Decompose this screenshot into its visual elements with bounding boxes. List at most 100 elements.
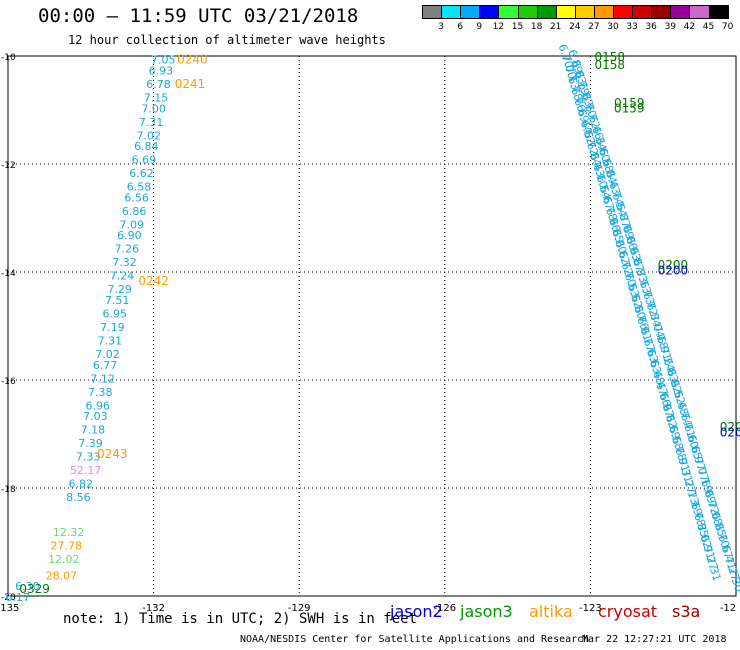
- data-label: 7.29: [107, 283, 132, 296]
- color-swatch: [593, 5, 614, 19]
- data-label: 6.77: [93, 359, 118, 372]
- x-tick-label: -123: [579, 603, 602, 614]
- data-label: 6.82: [69, 478, 94, 491]
- color-scale-label: 3: [438, 22, 444, 32]
- data-label: 7.12: [90, 372, 115, 385]
- color-swatch: [613, 5, 634, 19]
- time-label: 0241: [175, 77, 206, 91]
- color-scale-label: 36: [645, 22, 657, 32]
- y-tick-label: -12: [1, 161, 16, 171]
- color-swatch: [574, 5, 595, 19]
- time-label: 0200: [658, 258, 689, 272]
- data-label: 6.95: [103, 308, 128, 321]
- data-label: 52.17: [70, 464, 102, 477]
- color-scale-label: 21: [549, 22, 562, 32]
- satellite-legend-altika: altika: [529, 602, 573, 621]
- time-label: 0158: [595, 58, 626, 72]
- data-label: 6.30: [15, 580, 40, 593]
- data-label: 7.51: [105, 294, 130, 307]
- color-swatch: [632, 5, 653, 19]
- data-label: 7.09: [120, 218, 145, 231]
- time-label: 020: [720, 420, 740, 434]
- chart-title: 00:00 – 11:59 UTC 03/21/2018: [38, 5, 359, 27]
- color-scale-label: 24: [569, 22, 581, 32]
- data-label: 7.18: [81, 424, 106, 437]
- color-scale-label: 9: [476, 22, 483, 32]
- data-label: 6.78: [146, 78, 171, 91]
- time-label: 0242: [138, 274, 169, 288]
- color-scale-label: 18: [530, 22, 543, 32]
- color-swatch: [708, 5, 729, 19]
- chart-subtitle: 12 hour collection of altimeter wave hei…: [68, 33, 386, 47]
- footer-credit: NOAA/NESDIS Center for Satellite Applica…: [240, 634, 590, 645]
- data-label: 7.24: [110, 270, 135, 283]
- time-label: 0243: [97, 447, 128, 461]
- color-scale-label: 45: [702, 22, 715, 32]
- time-label: 0240: [177, 53, 208, 67]
- color-scale-label: 42: [683, 22, 696, 32]
- y-tick-label: -16: [1, 377, 16, 387]
- data-label: 27.78: [50, 540, 82, 553]
- color-scale-label: 39: [664, 22, 677, 32]
- data-label: 6.62: [129, 167, 154, 180]
- data-label: 7.31: [139, 116, 164, 129]
- data-label: 12.32: [53, 526, 85, 539]
- color-scale-label: 15: [511, 22, 524, 32]
- plot-frame: [7, 55, 737, 597]
- satellite-legend-jason2: jason2: [390, 602, 443, 621]
- color-swatch: [536, 5, 557, 19]
- color-swatch: [441, 5, 462, 19]
- data-label: 7.31: [704, 555, 724, 582]
- color-scale-label: 70: [721, 22, 734, 32]
- footer-timestamp: Mar 22 12:27:21 UTC 2018: [582, 634, 727, 645]
- data-label: 6.86: [122, 205, 147, 218]
- x-tick-label: -132: [142, 603, 165, 614]
- data-label: 6.90: [117, 229, 142, 242]
- data-label: 6.93: [149, 65, 174, 78]
- data-label: 6.96: [86, 399, 111, 412]
- x-tick-label: -126: [433, 603, 456, 614]
- data-label: 6.69: [132, 154, 157, 167]
- time-label: 0329: [19, 582, 50, 596]
- color-swatch: [460, 5, 481, 19]
- satellite-legend-s3a: s3a: [672, 602, 701, 621]
- data-label: 6.17: [5, 591, 30, 604]
- color-swatch: [555, 5, 576, 19]
- data-label: 7.26: [115, 243, 140, 256]
- data-label: 7.31: [98, 335, 123, 348]
- data-label: 7.00: [141, 102, 166, 115]
- y-tick-label: -20: [1, 593, 16, 603]
- color-swatch: [651, 5, 672, 19]
- time-label: 020: [720, 425, 740, 439]
- satellite-legend-jason3: jason3: [460, 602, 513, 621]
- time-label: 0158: [595, 50, 626, 64]
- data-label: 12.02: [48, 553, 80, 566]
- data-label: 7.02: [136, 129, 161, 142]
- data-label: 7.32: [112, 256, 137, 269]
- color-scale-label: 30: [607, 22, 619, 32]
- color-swatch: [498, 5, 519, 19]
- color-swatch: [479, 5, 500, 19]
- data-label: 7.30: [726, 566, 740, 593]
- footer-note: note: 1) Time is in UTC; 2) SWH is in fe…: [63, 611, 418, 627]
- x-tick-label: -135: [0, 603, 19, 614]
- color-scale-label: 12: [492, 22, 505, 32]
- data-label: 6.84: [134, 140, 159, 153]
- time-label: 0159: [614, 101, 645, 115]
- y-tick-label: -18: [1, 485, 16, 495]
- data-label: 7.39: [78, 437, 103, 450]
- data-label: 7.15: [144, 92, 169, 105]
- y-tick-label: -14: [1, 269, 16, 279]
- data-label: 6.58: [127, 181, 152, 194]
- data-label: 7.19: [100, 321, 125, 334]
- data-label: 6.56: [124, 191, 149, 204]
- data-label: 8.56: [66, 491, 91, 504]
- time-label: 0159: [614, 96, 645, 110]
- data-label: 7.05: [151, 54, 176, 67]
- data-label: 7.38: [88, 386, 113, 399]
- color-swatch: [689, 5, 710, 19]
- y-tick-label: -10: [1, 53, 16, 63]
- color-scale-border: [422, 5, 729, 19]
- data-label: 7.33: [76, 451, 101, 464]
